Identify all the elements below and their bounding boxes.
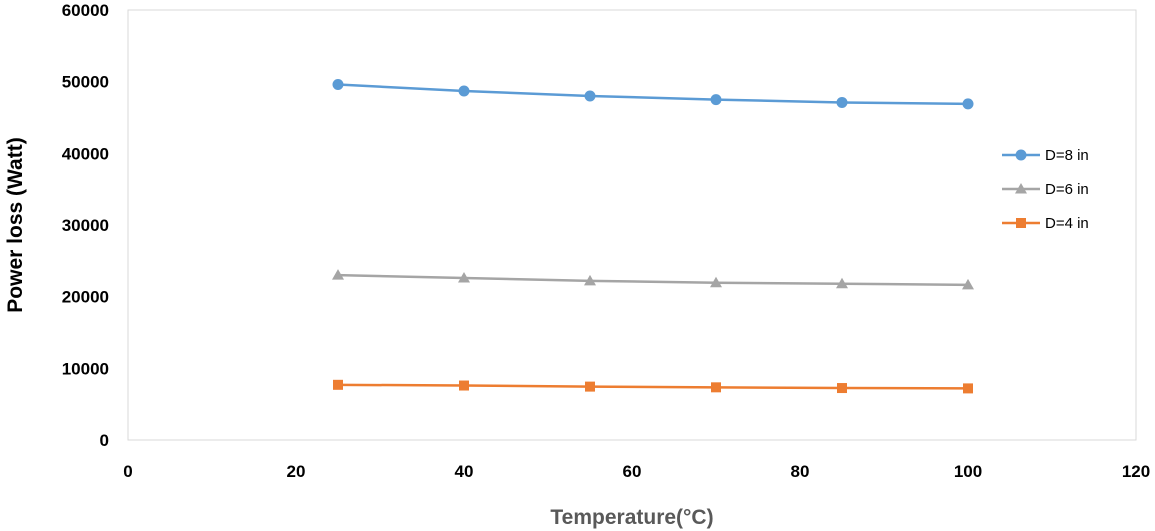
y-tick-label: 0 — [100, 431, 109, 450]
data-point — [836, 277, 848, 289]
x-tick-label: 120 — [1122, 462, 1150, 481]
y-tick-labels: 0 10000 20000 30000 40000 50000 60000 — [62, 1, 109, 450]
data-point — [332, 79, 344, 91]
data-point — [585, 381, 595, 392]
y-tick-label: 10000 — [62, 359, 109, 378]
x-tick-label: 20 — [287, 462, 306, 481]
data-point — [837, 383, 847, 394]
y-tick-label: 50000 — [62, 73, 109, 92]
legend-label: D=4 in — [1045, 215, 1089, 232]
x-tick-label: 40 — [455, 462, 474, 481]
data-point — [963, 383, 973, 394]
legend: D=8 in D=6 in D=4 in — [1002, 147, 1089, 232]
x-tick-label: 100 — [954, 462, 982, 481]
data-point — [836, 96, 848, 108]
legend-label: D=8 in — [1045, 147, 1089, 164]
data-point — [962, 98, 974, 110]
series-d-4-in — [333, 379, 973, 394]
data-point — [333, 379, 343, 390]
x-axis-title: Temperature(°C) — [550, 506, 713, 529]
legend-item-d-6-in: D=6 in — [1002, 181, 1089, 198]
data-point — [711, 382, 721, 393]
data-point — [710, 94, 722, 106]
legend-label: D=6 in — [1045, 181, 1089, 198]
series-d-6-in — [332, 269, 974, 290]
legend-marker — [1015, 183, 1027, 194]
data-point — [332, 269, 344, 280]
series-line-d-4-in — [337, 383, 969, 390]
y-axis-title: Power loss (Watt) — [4, 137, 27, 312]
legend-marker — [1016, 218, 1026, 228]
x-tick-label: 0 — [123, 462, 132, 481]
data-point — [584, 274, 596, 286]
data-point — [962, 278, 974, 290]
data-point — [584, 90, 596, 102]
x-tick-label: 60 — [623, 462, 642, 481]
y-tick-label: 30000 — [62, 216, 109, 235]
legend-item-d-8-in: D=8 in — [1002, 147, 1089, 164]
series-layer — [332, 79, 974, 394]
series-line-d-8-in — [337, 83, 969, 106]
series-line-d-6-in — [337, 273, 969, 287]
series-d-8-in — [332, 79, 974, 110]
data-point — [458, 85, 470, 97]
data-point — [459, 380, 469, 391]
x-tick-label: 80 — [791, 462, 810, 481]
y-tick-label: 20000 — [62, 288, 109, 307]
y-tick-label: 60000 — [62, 1, 109, 20]
plot-area — [127, 9, 1137, 441]
x-tick-labels: 0 20 40 60 80 100 120 — [123, 462, 1150, 481]
legend-item-d-4-in: D=4 in — [1002, 215, 1089, 232]
data-point — [458, 272, 470, 283]
y-tick-label: 40000 — [62, 144, 109, 163]
data-point — [710, 276, 722, 288]
legend-marker — [1015, 149, 1027, 161]
